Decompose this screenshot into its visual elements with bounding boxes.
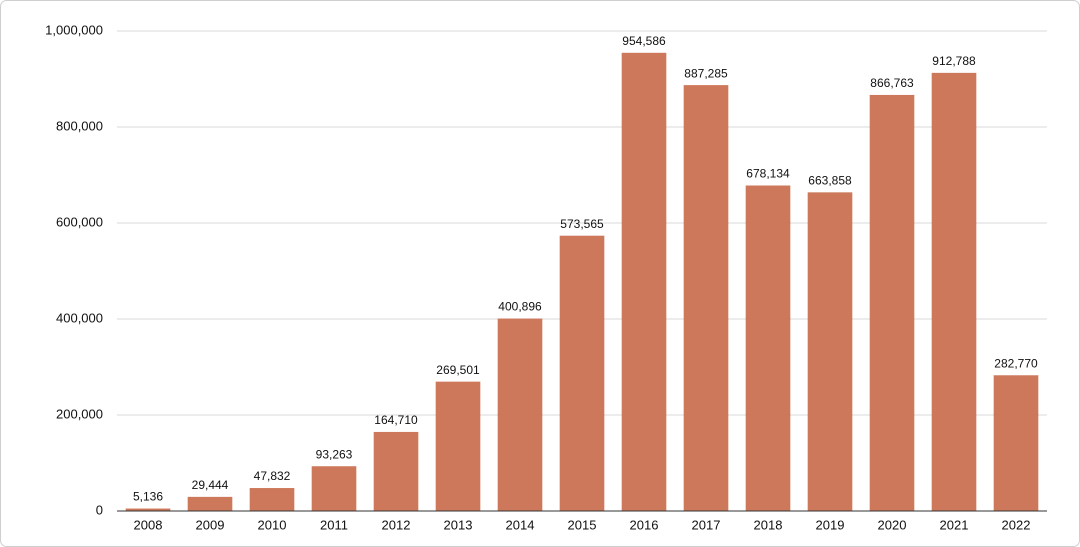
bar xyxy=(559,235,605,512)
bar xyxy=(869,94,915,511)
bar xyxy=(931,72,977,512)
bar xyxy=(993,375,1039,511)
x-tick-label: 2013 xyxy=(444,517,473,532)
value-label: 663,858 xyxy=(808,174,852,188)
bar xyxy=(745,185,791,512)
value-label: 887,285 xyxy=(684,66,728,80)
value-label: 47,832 xyxy=(254,469,291,483)
x-tick-label: 2008 xyxy=(134,517,163,532)
y-tick-label: 0 xyxy=(96,502,103,517)
x-tick-label: 2015 xyxy=(568,517,597,532)
y-tick-label: 400,000 xyxy=(56,310,103,325)
x-tick-label: 2021 xyxy=(940,517,969,532)
value-label: 5,136 xyxy=(133,490,163,504)
y-tick-label: 200,000 xyxy=(56,406,103,421)
value-label: 269,501 xyxy=(436,363,480,377)
value-label: 400,896 xyxy=(498,300,542,314)
y-tick-label: 1,000,000 xyxy=(45,22,103,37)
x-tick-label: 2022 xyxy=(1002,517,1031,532)
y-tick-label: 600,000 xyxy=(56,214,103,229)
bar xyxy=(373,431,419,511)
bar xyxy=(187,496,233,511)
value-label: 282,770 xyxy=(994,356,1038,370)
value-label: 678,134 xyxy=(746,167,790,181)
value-label: 29,444 xyxy=(192,478,229,492)
x-tick-label: 2012 xyxy=(382,517,411,532)
bar xyxy=(807,192,853,512)
x-tick-label: 2017 xyxy=(692,517,721,532)
value-label: 164,710 xyxy=(374,413,418,427)
x-tick-label: 2019 xyxy=(816,517,845,532)
x-tick-label: 2018 xyxy=(754,517,783,532)
x-tick-label: 2020 xyxy=(878,517,907,532)
bar xyxy=(435,381,481,511)
x-tick-label: 2011 xyxy=(320,517,348,532)
bar xyxy=(311,466,357,511)
y-tick-label: 800,000 xyxy=(56,118,103,133)
value-label: 573,565 xyxy=(560,217,604,231)
value-label: 93,263 xyxy=(316,447,353,461)
x-tick-label: 2014 xyxy=(506,517,535,532)
bar xyxy=(621,52,667,512)
x-tick-label: 2016 xyxy=(630,517,659,532)
x-tick-label: 2009 xyxy=(196,517,225,532)
x-tick-label: 2010 xyxy=(258,517,287,532)
bar xyxy=(249,488,295,511)
bar xyxy=(683,85,729,511)
bar xyxy=(497,318,543,511)
value-label: 954,586 xyxy=(622,34,666,48)
bar xyxy=(125,508,171,511)
value-label: 866,763 xyxy=(870,76,914,90)
value-label: 912,788 xyxy=(932,54,976,68)
